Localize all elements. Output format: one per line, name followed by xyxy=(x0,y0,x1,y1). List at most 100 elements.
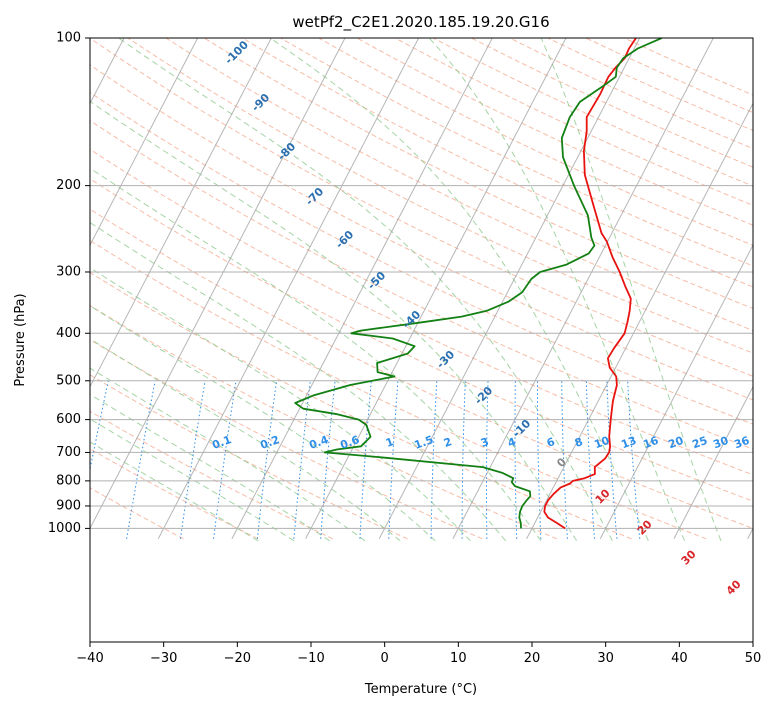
mixing-ratio-line xyxy=(320,380,336,539)
isotherm xyxy=(673,385,753,540)
dry-adiabat xyxy=(90,339,483,540)
y-tick-label: 800 xyxy=(56,473,81,488)
dry-adiabat xyxy=(471,38,753,168)
dry-adiabat-label: -40 xyxy=(400,308,423,331)
x-tick-label: 30 xyxy=(597,651,614,666)
dry-adiabat-label: -100 xyxy=(222,38,251,67)
moist-adiabat xyxy=(540,38,722,541)
mixing-ratio-label: 0.4 xyxy=(307,433,330,452)
mixing-ratio-line xyxy=(90,380,109,472)
y-tick-label: 700 xyxy=(56,445,81,460)
moist-adiabat xyxy=(90,367,366,542)
grid-layer xyxy=(0,38,753,540)
x-tick-label: −10 xyxy=(297,651,324,666)
mixing-ratio-line xyxy=(388,380,399,539)
mixing-ratio-label: 8 xyxy=(573,435,585,450)
y-tick-label: 300 xyxy=(56,264,81,279)
dry-adiabat xyxy=(90,448,259,540)
mixing-ratio-label: 3 xyxy=(479,435,491,450)
mixing-ratio-line xyxy=(430,380,438,539)
y-tick-label: 100 xyxy=(56,31,81,46)
isotherm xyxy=(0,38,50,539)
x-tick-label: −20 xyxy=(224,651,251,666)
mixing-ratio-line xyxy=(213,380,237,539)
mixing-ratio-label: 20 xyxy=(666,434,685,452)
dry-adiabat xyxy=(90,239,707,540)
mixing-ratio-line xyxy=(461,380,466,539)
dry-adiabat xyxy=(90,178,753,502)
isotherm xyxy=(90,38,125,105)
x-axis-label: Temperature (°C) xyxy=(364,682,477,697)
plot-frame xyxy=(89,37,754,643)
mixing-ratio-line xyxy=(256,380,278,539)
dry-adiabat xyxy=(90,64,753,401)
isotherm xyxy=(747,527,753,540)
mixing-ratio-line xyxy=(179,380,206,539)
mixing-ratio-line xyxy=(293,380,311,539)
moist-adiabat xyxy=(269,38,649,542)
mixing-ratio-line xyxy=(561,380,568,539)
dry-adiabat xyxy=(127,38,753,354)
mixing-ratio-label: 6 xyxy=(545,435,557,450)
mixing-ratio-label: 10 xyxy=(592,434,611,452)
x-tick-label: 10 xyxy=(450,651,467,666)
y-tick-label: 200 xyxy=(56,178,81,193)
mixing-ratio-label: 0.2 xyxy=(258,433,281,452)
x-tick-label: 50 xyxy=(745,651,762,666)
temperature-profile xyxy=(543,38,637,530)
dry-adiabat xyxy=(165,38,753,332)
mixing-ratio-label: 1.5 xyxy=(412,433,435,452)
x-tick-label: −40 xyxy=(76,651,103,666)
dry-adiabat xyxy=(242,38,753,288)
y-axis: 100 200 300 400 500 600 700 800 900 1000 xyxy=(48,31,90,536)
mixing-ratio-label: 16 xyxy=(641,434,660,452)
dry-adiabat xyxy=(318,38,753,246)
dry-adiabat xyxy=(90,374,408,540)
dry-adiabat-label: 10 xyxy=(593,486,613,506)
dry-adiabat xyxy=(547,38,753,131)
x-tick-label: 20 xyxy=(524,651,541,666)
mixing-ratio-label: 0.6 xyxy=(338,433,361,452)
dewpoint-profile xyxy=(294,38,663,529)
moist-adiabat xyxy=(90,441,259,542)
moist-adiabat xyxy=(90,393,330,542)
dry-adiabat-label: 30 xyxy=(679,547,699,567)
dry-adiabat xyxy=(90,271,632,540)
mixing-ratio-line xyxy=(359,380,372,539)
isotherm xyxy=(231,38,493,540)
mixing-ratio-line xyxy=(606,380,618,539)
moist-adiabat xyxy=(90,418,295,542)
dry-adiabat xyxy=(203,38,753,309)
mixing-ratio-label: 2 xyxy=(442,435,454,450)
dry-adiabat-label: -30 xyxy=(434,348,457,371)
series-layer xyxy=(294,38,663,530)
moist-adiabat xyxy=(428,38,686,541)
dry-adiabat xyxy=(585,38,753,114)
y-tick-label: 400 xyxy=(56,326,81,341)
mixing-ratio-label: 1 xyxy=(384,435,396,450)
mixing-ratio-line xyxy=(514,380,518,539)
isotherm xyxy=(378,38,641,540)
dry-adiabat xyxy=(90,304,558,540)
y-tick-label: 900 xyxy=(56,498,81,513)
chart-title: wetPf2_C2E1.2020.185.19.20.G16 xyxy=(292,13,549,32)
dry-adiabat-label: -90 xyxy=(249,91,272,114)
isotherm xyxy=(452,38,714,540)
dry-adiabat-label: 20 xyxy=(635,517,655,537)
mixing-ratio-label: 13 xyxy=(619,434,638,451)
x-tick-label: −30 xyxy=(150,651,177,666)
x-tick-label: 0 xyxy=(381,651,389,666)
dry-adiabat xyxy=(90,487,184,540)
mixing-ratio-line xyxy=(627,380,641,539)
mixing-ratio-label: 4 xyxy=(506,435,518,450)
mixing-ratio-label: 36 xyxy=(732,434,751,452)
dry-adiabat-label: -20 xyxy=(472,384,495,407)
dry-adiabat xyxy=(90,410,334,540)
moist-adiabat xyxy=(90,338,401,542)
dry-adiabat-label: -80 xyxy=(275,140,298,163)
mixing-ratio-label: 25 xyxy=(690,434,709,451)
isoline-labels: -100-90-80-70-60-50-40-30-20-10010203040… xyxy=(210,38,751,598)
y-tick-label: 600 xyxy=(56,412,81,427)
isotherm xyxy=(90,38,346,530)
